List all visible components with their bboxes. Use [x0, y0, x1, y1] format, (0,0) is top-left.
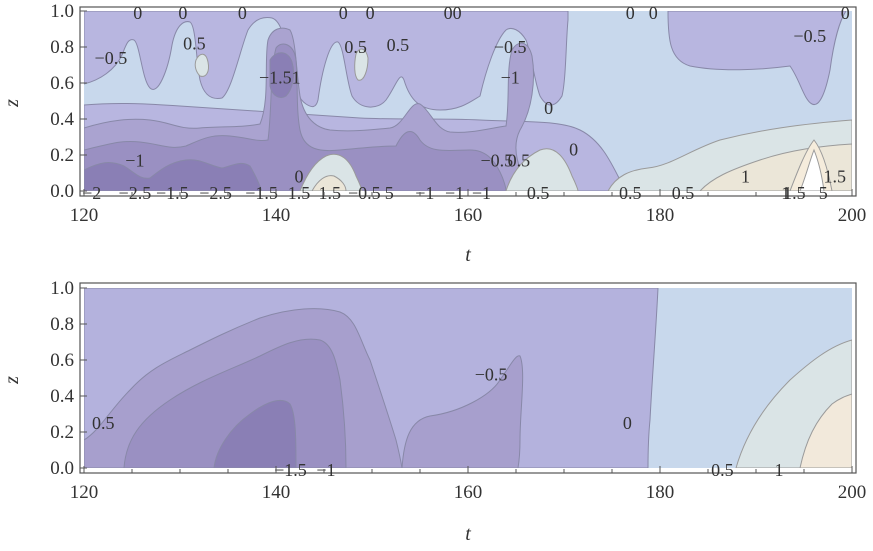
top-y-axis-label: z: [1, 99, 23, 108]
top-contour-label: 1: [741, 167, 750, 187]
bottom-y-tick-label: 0.0: [50, 458, 74, 479]
top-contour-label: 00: [444, 3, 462, 23]
bottom-x-tick-label: 120: [70, 482, 99, 503]
top-contour-label: 1.5: [783, 183, 806, 203]
top-region-neg2: [84, 159, 263, 191]
bottom-contour-label: 1: [775, 460, 784, 480]
top-contour-label: −1.5: [245, 183, 278, 203]
bottom-x-axis-label: t: [465, 523, 471, 545]
bottom-x-tick-label: 140: [262, 482, 291, 503]
top-contour-label: −1: [445, 183, 464, 203]
bottom-y-tick-label: 0.2: [50, 422, 74, 443]
top-x-tick-label: 160: [454, 205, 483, 226]
top-x-tick-label: 180: [646, 205, 675, 226]
bottom-y-tick-label: 0.8: [50, 314, 74, 335]
top-region-neg15: [84, 43, 507, 191]
top-region-pos05-e: [354, 48, 369, 81]
top-contour-label: 0.5: [344, 37, 367, 57]
top-contour-label: −2.5: [119, 183, 152, 203]
bottom-contour-label: 0.5: [92, 413, 115, 433]
top-contour-label: 0.5: [508, 150, 531, 170]
bottom-y-tick-label: 0.4: [50, 386, 74, 407]
top-contour-label: 1.5: [823, 167, 846, 187]
top-contour-plot: 0 0 0 0 0 00 0 0 00.5−0.50.5 0.5 −0.5−0.5−1.51 −100…: [1, 1, 866, 266]
bottom-x-axis: 120 140 160 180 200: [70, 466, 867, 503]
top-contour-label: 0: [649, 3, 658, 23]
top-contour-label: 5: [819, 183, 828, 203]
top-x-tick-label: 140: [262, 205, 291, 226]
top-contour-label: 5: [385, 183, 394, 203]
top-contour-label: −0.5: [348, 183, 381, 203]
top-region-pos1-b: [311, 175, 347, 191]
top-contour-label: −0.5: [494, 37, 527, 57]
top-contour-label: 0.5: [527, 183, 550, 203]
top-contour-label: 1: [781, 183, 790, 203]
top-contour-label: 0: [178, 3, 187, 23]
top-contour-label: 0: [544, 98, 553, 118]
bottom-contour-label: −1.5: [274, 460, 307, 480]
bottom-contour-plot: 0.5 −0.5 0 −1.5 −1 0.5 1 0.0 0.2 0.4 0.6 0.8 1.0 12…: [1, 278, 866, 545]
bottom-region-pos1: [799, 393, 852, 468]
top-contour-label: −1.51: [259, 68, 301, 88]
bottom-y-tick-label: 1.0: [50, 278, 74, 299]
top-contour-label: 0.5: [672, 183, 695, 203]
top-y-tick-label: 0.2: [50, 145, 74, 166]
top-contour-label: −0.5: [95, 48, 128, 68]
top-contour-label: 0: [366, 3, 375, 23]
bottom-contour-label: 0: [623, 413, 632, 433]
top-y-tick-label: 1.0: [50, 1, 74, 22]
bottom-x-tick-label: 160: [454, 482, 483, 503]
top-contour-label: 0: [295, 167, 304, 187]
top-contour-label: 0: [133, 3, 142, 23]
top-contour-label: −0.5: [793, 26, 826, 46]
top-contour-label: −2: [82, 183, 101, 203]
top-region-neg2-mid: [269, 52, 295, 99]
bottom-contour-label: 0.5: [711, 460, 734, 480]
top-contour-label: 0.5: [619, 183, 642, 203]
bottom-contour-label: −0.5: [475, 364, 508, 384]
top-x-tick-label: 200: [838, 205, 867, 226]
bottom-region-neg1-b: [401, 355, 524, 468]
top-contour-label: −1: [415, 183, 434, 203]
top-y-tick-label: 0.8: [50, 37, 74, 58]
top-x-tick-label: 120: [70, 205, 99, 226]
top-contour-label: 0: [339, 3, 348, 23]
top-region-pos05-d: [194, 53, 209, 77]
top-y-axis: 0.0 0.2 0.4 0.6 0.8 1.0: [50, 1, 87, 202]
bottom-contour-labels: 0.5 −0.5 0 −1.5 −1 0.5 1: [92, 364, 784, 479]
top-contour-label: −1.5: [156, 183, 189, 203]
top-contour-label: 1.5: [319, 183, 342, 203]
top-contour-label: −1: [472, 183, 491, 203]
top-contour-label: −1: [501, 68, 520, 88]
top-contour-label: −1: [125, 150, 144, 170]
bottom-region-neg2: [213, 399, 297, 468]
top-region-neg05-right: [667, 11, 847, 106]
top-x-axis-label: t: [465, 244, 471, 266]
top-region-neg05-left: [84, 11, 569, 111]
top-contour-label: 0.5: [183, 33, 206, 53]
bottom-x-tick-label: 200: [838, 482, 867, 503]
top-x-axis: 120 140 160 180 200: [70, 189, 867, 226]
bottom-y-tick-label: 0.6: [50, 350, 74, 371]
top-y-tick-label: 0.4: [50, 109, 74, 130]
bottom-contour-label: −1: [316, 460, 335, 480]
bottom-y-axis-label: z: [1, 376, 23, 385]
top-contour-label: 0: [841, 3, 850, 23]
top-y-tick-label: 0.0: [50, 181, 74, 202]
top-contour-label: 0: [238, 3, 247, 23]
top-contour-label: 0: [626, 3, 635, 23]
top-contour-label: 1.5: [288, 183, 311, 203]
top-region-pos05-a: [299, 153, 363, 191]
top-contour-label: 0: [569, 140, 578, 160]
top-contour-label: −0.5: [480, 150, 513, 170]
top-contour-label: −2.5: [199, 183, 232, 203]
top-region-pos05-b: [505, 148, 579, 191]
top-contour-label: 0.5: [387, 35, 410, 55]
bottom-y-axis: 0.0 0.2 0.4 0.6 0.8 1.0: [50, 278, 87, 479]
top-region-pos15-b: [799, 148, 825, 191]
bottom-x-tick-label: 180: [646, 482, 675, 503]
top-y-tick-label: 0.6: [50, 73, 74, 94]
top-contour-labels: 0 0 0 0 0 00 0 0 00.5−0.50.5 0.5 −0.5−0.5−1.51 −100…: [82, 3, 850, 203]
